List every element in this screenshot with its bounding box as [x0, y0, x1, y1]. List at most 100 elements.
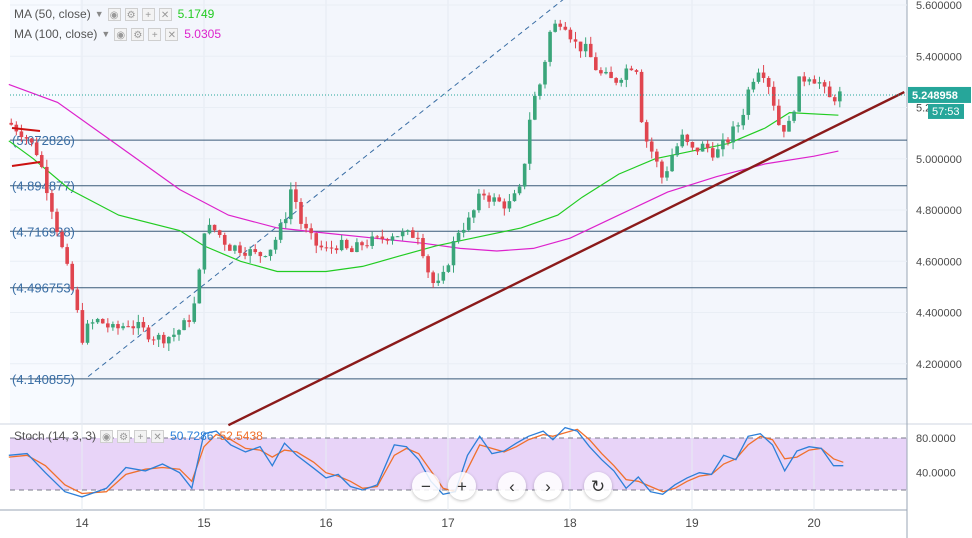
candle-body	[207, 224, 212, 234]
candle-body	[655, 151, 659, 162]
candle-body	[761, 72, 766, 78]
candle-body	[106, 323, 110, 328]
eye-icon[interactable]: ◉	[100, 429, 114, 443]
candle-body	[385, 239, 390, 241]
fib-level-label: (5.072826)	[12, 133, 75, 148]
candle-body	[436, 280, 441, 284]
candle-body	[156, 334, 161, 340]
plus-icon[interactable]: +	[141, 7, 155, 21]
chevron-down-icon[interactable]: ▼	[94, 9, 104, 19]
candle-body	[802, 76, 807, 82]
zoom-out-icon[interactable]: −	[412, 472, 440, 500]
candle-body	[812, 79, 817, 84]
candle-body	[278, 223, 283, 240]
candle-body	[360, 242, 364, 246]
candle-body	[395, 236, 400, 238]
candle-body	[121, 326, 125, 329]
gear-icon[interactable]: ⚙	[124, 7, 138, 21]
candle-body	[177, 330, 181, 335]
candle-body	[431, 272, 435, 284]
eye-icon[interactable]: ◉	[114, 27, 128, 41]
candle-body	[817, 82, 822, 84]
candle-body	[116, 324, 120, 329]
candle-body	[426, 256, 430, 273]
candle-body	[212, 224, 217, 231]
candle-body	[716, 149, 720, 158]
scroll-left-icon[interactable]: ‹	[498, 472, 526, 500]
date-tick-label: 16	[319, 516, 333, 530]
candle-body	[477, 193, 481, 211]
candle-body	[578, 41, 583, 52]
ma100-legend[interactable]: MA (100, close) ▼ ◉ ⚙ + ✕ 5.0305	[14, 27, 221, 41]
price-badge-value: 5.248958	[912, 90, 958, 102]
candle-body	[329, 247, 334, 249]
candle-body	[512, 193, 517, 202]
candle-body	[660, 161, 664, 178]
candle-body	[29, 138, 34, 143]
candle-body	[304, 223, 308, 229]
candle-body	[502, 201, 507, 209]
gear-icon[interactable]: ⚙	[117, 429, 131, 443]
candle-body	[573, 39, 578, 42]
candle-body	[639, 71, 644, 123]
price-tick-label: 4.400000	[916, 308, 962, 320]
candle-body	[248, 249, 252, 256]
candle-body	[197, 269, 202, 304]
price-tick-label: 5.600000	[916, 0, 962, 12]
candle-body	[538, 84, 542, 96]
candle-body	[233, 245, 237, 251]
candle-body	[95, 318, 100, 323]
candle-body	[55, 211, 59, 232]
eye-icon[interactable]: ◉	[107, 7, 121, 21]
scroll-right-icon[interactable]: ›	[534, 472, 562, 500]
candle-body	[751, 81, 756, 90]
candle-body	[390, 236, 395, 241]
highlight-area	[80, 0, 907, 424]
candle-body	[314, 233, 319, 246]
candle-body	[782, 125, 786, 132]
close-icon[interactable]: ✕	[158, 7, 172, 21]
stoch-legend[interactable]: Stoch (14, 3, 3) ◉ ⚙ + ✕ 50.7286 52.5438	[14, 429, 263, 443]
candle-body	[441, 271, 446, 281]
candle-body	[492, 197, 496, 202]
candle-body	[543, 61, 547, 85]
chevron-down-icon[interactable]: ▼	[101, 29, 111, 39]
candle-body	[187, 320, 191, 322]
candle-body	[700, 143, 705, 152]
close-icon[interactable]: ✕	[151, 429, 165, 443]
candle-body	[456, 232, 461, 242]
close-icon[interactable]: ✕	[165, 27, 179, 41]
plus-icon[interactable]: +	[134, 429, 148, 443]
ma50-legend[interactable]: MA (50, close) ▼ ◉ ⚙ + ✕ 5.1749	[14, 7, 214, 21]
candle-body	[553, 23, 557, 32]
candle-body	[100, 318, 105, 324]
reset-icon[interactable]: ↻	[584, 472, 612, 500]
candle-body	[649, 141, 654, 152]
candle-body	[339, 239, 344, 251]
candle-body	[217, 230, 222, 236]
candle-body	[344, 239, 349, 249]
candle-body	[70, 263, 75, 290]
candle-body	[126, 326, 130, 328]
candle-body	[319, 245, 324, 248]
gear-icon[interactable]: ⚙	[131, 27, 145, 41]
candle-body	[324, 247, 329, 249]
price-tick-label: 5.400000	[916, 51, 962, 63]
candle-body	[90, 322, 95, 324]
candle-body	[629, 68, 634, 71]
plus-icon[interactable]: +	[148, 27, 162, 41]
candle-body	[680, 134, 685, 147]
candle-body	[263, 256, 268, 258]
candle-body	[202, 233, 207, 270]
candle-body	[741, 114, 746, 126]
zoom-in-icon[interactable]: +	[448, 472, 476, 500]
candle-body	[446, 265, 451, 272]
candle-body	[609, 71, 613, 79]
candle-body	[777, 105, 781, 126]
fib-level-label: (4.496753)	[12, 281, 75, 296]
candle-body	[34, 142, 39, 156]
candle-body	[756, 72, 761, 82]
candle-body	[258, 252, 263, 257]
candle-body	[726, 139, 730, 143]
